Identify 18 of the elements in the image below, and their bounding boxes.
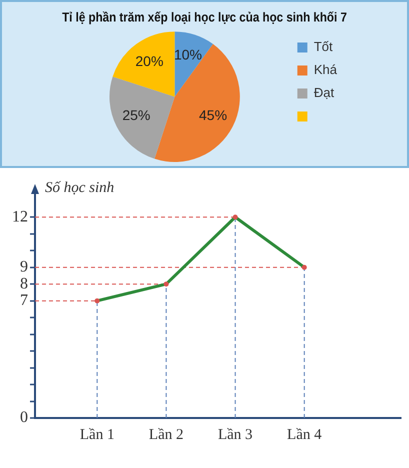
y-tick-label: 8: [20, 275, 28, 292]
data-label: 20%: [135, 52, 164, 69]
y-tick-label: 12: [12, 208, 28, 226]
legend-label: Tốt: [314, 39, 334, 54]
y-tick-label: 0: [20, 409, 28, 426]
data-label: 25%: [122, 107, 150, 124]
x-tick-label: Lần 3: [218, 426, 253, 443]
legend-label: Khá: [314, 62, 338, 78]
x-tick-label: Lần 4: [287, 426, 322, 443]
y-tick-label: 9: [20, 258, 28, 276]
y-axis-title: Số học sinh: [45, 180, 114, 196]
x-tick-label: Lần 2: [148, 426, 184, 443]
y-tick-label: 7: [20, 292, 28, 310]
data-label: 45%: [199, 107, 228, 124]
data-label: 10%: [174, 46, 202, 63]
chart-title: Tỉ lệ phần trăm xếp loại học lực của học sinh khối 7: [62, 10, 348, 25]
legend-label: Đạt: [314, 85, 334, 100]
x-tick-label: Lần 1: [80, 426, 114, 443]
